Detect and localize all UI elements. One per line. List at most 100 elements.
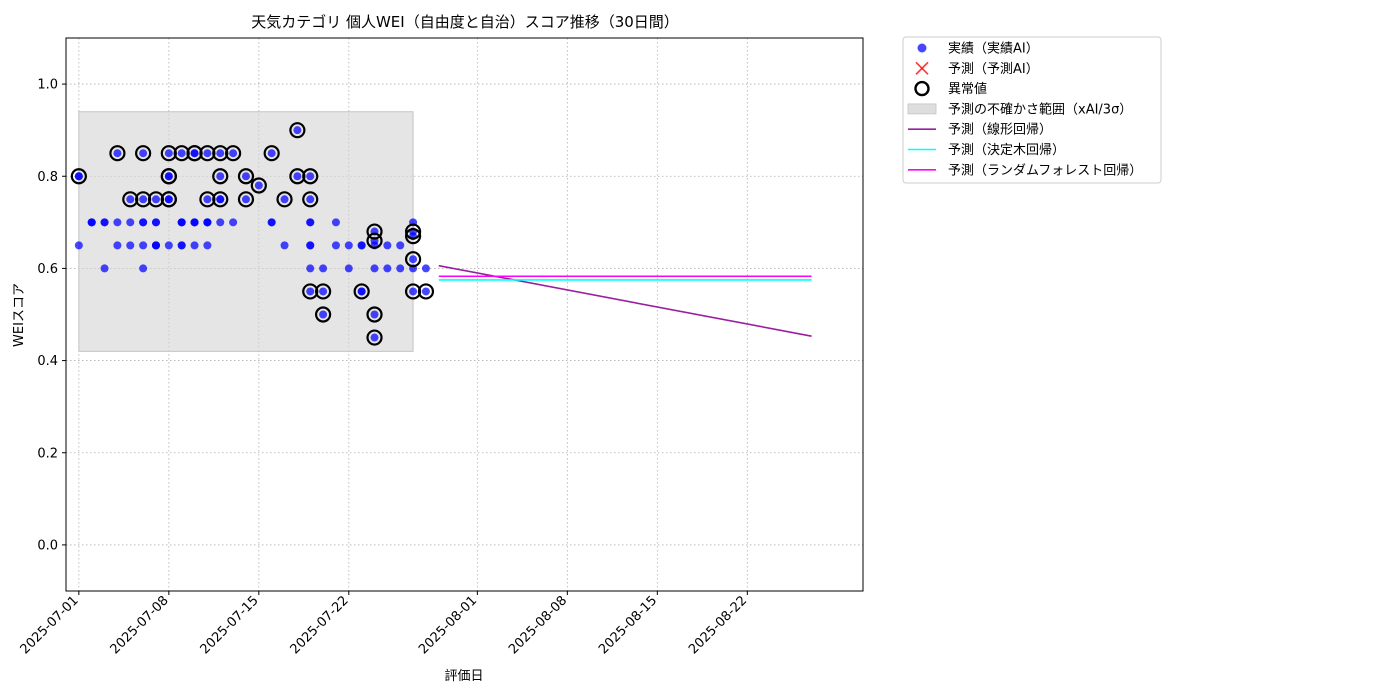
anomaly-ring — [302, 168, 319, 185]
actual-point — [409, 287, 418, 296]
legend-ring-marker — [914, 80, 930, 97]
anomaly-ring — [417, 283, 435, 300]
actual-point — [74, 241, 83, 250]
actual-point — [241, 172, 250, 181]
actual-point — [203, 241, 212, 250]
actual-point — [254, 181, 263, 190]
actual-point — [229, 149, 238, 158]
actual-point — [203, 195, 212, 204]
actual-point — [396, 241, 405, 250]
anomaly-ring — [212, 145, 229, 162]
y-tick-label: 0.2 — [37, 446, 58, 461]
actual-point — [357, 287, 366, 296]
actual-point — [319, 310, 328, 319]
anomaly-ring — [160, 168, 177, 185]
y-tick-label: 1.0 — [37, 78, 58, 93]
actual-point — [216, 172, 225, 181]
anomaly-ring — [199, 191, 216, 208]
actual-points — [74, 126, 430, 342]
actual-point — [306, 195, 315, 204]
legend-label: 予測（線形回帰） — [948, 122, 1052, 138]
anomaly-ring — [314, 283, 332, 300]
legend-label: 予測（決定木回帰） — [948, 142, 1065, 158]
actual-point — [164, 149, 173, 158]
actual-point — [267, 149, 276, 158]
legend-label: 予測（ランダムフォレスト回帰） — [948, 162, 1142, 178]
anomaly-ring — [404, 251, 422, 268]
actual-point — [113, 218, 122, 227]
legend-scatter-marker — [917, 43, 927, 53]
y-axis-ticks: 0.0 0.2 0.4 0.6 0.8 1.0 — [37, 78, 66, 553]
actual-point — [151, 241, 160, 250]
legend-frame — [902, 36, 1162, 184]
legend-cross-marker — [915, 61, 929, 75]
anomaly-ring — [186, 145, 203, 162]
actual-point — [383, 241, 392, 250]
actual-point — [164, 172, 173, 181]
y-tick-label: 0.6 — [37, 262, 58, 277]
actual-point — [190, 149, 199, 158]
actual-point — [139, 218, 148, 227]
actual-point — [164, 195, 173, 204]
actual-point — [370, 310, 379, 319]
x-axis-label: 評価日 — [444, 669, 483, 684]
actual-point — [293, 126, 302, 135]
actual-point — [280, 195, 289, 204]
actual-point — [216, 149, 225, 158]
chart-title: 天気カテゴリ 個人WEI（自由度と自治）スコア推移（30日間） — [251, 13, 679, 31]
actual-point — [190, 241, 199, 250]
anomaly-ring — [250, 177, 267, 194]
anomaly-ring — [404, 223, 422, 240]
actual-point — [229, 218, 238, 227]
actual-point — [87, 218, 96, 227]
anomaly-ring — [70, 168, 87, 185]
actual-point — [139, 241, 148, 250]
actual-point — [139, 195, 148, 204]
actual-point — [139, 264, 148, 273]
actual-point — [177, 241, 186, 250]
anomaly-ring — [147, 191, 165, 208]
anomaly-ring — [135, 145, 152, 162]
actual-point — [306, 241, 315, 250]
anomaly-ring — [237, 168, 255, 185]
actual-point — [306, 287, 315, 296]
actual-point — [344, 241, 353, 250]
actual-point — [177, 149, 186, 158]
anomaly-ring — [302, 191, 319, 208]
anomaly-ring — [160, 191, 177, 208]
actual-point — [319, 287, 328, 296]
anomaly-ring — [366, 306, 383, 323]
anomaly-ring — [353, 283, 370, 300]
anomaly-ring — [122, 191, 139, 208]
plot-frame — [65, 37, 864, 592]
y-tick-label: 0.4 — [37, 354, 58, 369]
actual-point — [203, 149, 212, 158]
anomaly-ring — [302, 283, 319, 300]
actual-point — [113, 149, 122, 158]
actual-point — [319, 264, 328, 273]
anomaly-ring — [366, 232, 383, 249]
y-axis-label: WEIスコア — [12, 283, 27, 347]
legend-label: 予測の不確かさ範囲（xAI/3σ） — [948, 101, 1132, 117]
anomaly-ring — [160, 145, 177, 162]
actual-point — [216, 218, 225, 227]
actual-point — [306, 218, 315, 227]
actual-point — [126, 218, 135, 227]
actual-point — [383, 264, 392, 273]
actual-point — [100, 264, 109, 273]
uncertainty-band-layer — [78, 111, 414, 352]
legend-band-swatch — [907, 103, 937, 115]
actual-point — [164, 241, 173, 250]
legend-label: 予測（予測AI） — [948, 62, 1039, 77]
legend-label: 異常値 — [948, 81, 987, 97]
actual-point — [396, 264, 405, 273]
actual-point — [177, 218, 186, 227]
anomaly-ring — [366, 329, 383, 346]
anomaly-ring — [263, 145, 280, 162]
anomaly-ring — [212, 191, 229, 208]
anomaly-ring — [404, 283, 422, 300]
legend-label: 実績（実績AI） — [948, 41, 1039, 57]
y-tick-label: 0.0 — [37, 538, 58, 553]
